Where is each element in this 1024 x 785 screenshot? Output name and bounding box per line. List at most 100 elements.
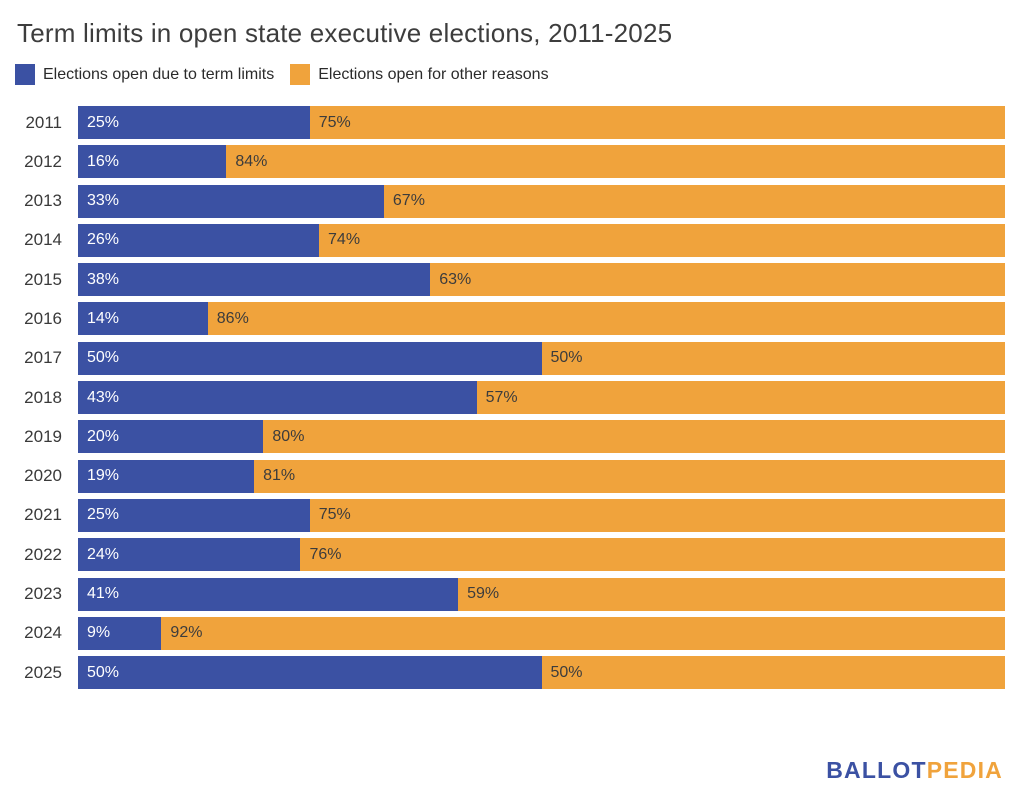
bar-track: 16% 84% [78,145,1005,179]
year-label-2016: 2016 [24,308,62,328]
bar-segment-other-reasons: 92% [161,616,1005,650]
value-label-term-limits: 14% [87,309,120,327]
chart-row-2020: 2020 19% 81% [0,459,1024,493]
bar-track: 33% 67% [78,184,1005,218]
chart-row-2011: 2011 25% 75% [0,106,1024,139]
legend-label-other-reasons: Elections open for other reasons [318,65,549,83]
bar-segment-term-limits: 19% [78,459,255,493]
bar-track: 50% 50% [78,656,1005,690]
bar-segment-other-reasons: 75% [309,498,1005,532]
bar-track: 43% 57% [78,381,1005,415]
value-label-other-reasons: 75% [318,113,351,131]
chart-row-2023: 2023 41% 59% [0,577,1024,611]
year-label-2018: 2018 [24,387,62,407]
bar-segment-term-limits: 26% [78,223,320,257]
value-label-term-limits: 41% [87,585,120,603]
bar-segment-term-limits: 16% [78,145,227,179]
bar-segment-other-reasons: 63% [430,263,1005,297]
bar-segment-other-reasons: 86% [207,302,1005,336]
legend-item-term-limits: Elections open due to term limits [15,64,274,85]
bar-segment-term-limits: 9% [78,616,162,650]
year-label-2012: 2012 [24,151,62,171]
bar-segment-other-reasons: 59% [458,577,1005,611]
bar-segment-term-limits: 50% [78,656,542,690]
bar-segment-other-reasons: 80% [263,420,1005,454]
year-label-2013: 2013 [24,191,62,211]
bar-segment-other-reasons: 74% [319,223,1005,257]
chart-row-2022: 2022 24% 76% [0,538,1024,572]
chart-row-2015: 2015 38% 63% [0,263,1024,297]
value-label-other-reasons: 50% [550,349,583,367]
value-label-term-limits: 20% [87,427,120,445]
year-label-2015: 2015 [24,269,62,289]
bar-track: 14% 86% [78,302,1005,336]
year-label-2024: 2024 [24,623,62,643]
bar-segment-term-limits: 25% [78,106,310,139]
legend: Elections open due to term limits Electi… [15,64,1024,85]
bar-segment-term-limits: 20% [78,420,264,454]
bar-track: 50% 50% [78,341,1005,375]
value-label-other-reasons: 84% [235,152,268,170]
bar-track: 25% 75% [78,498,1005,532]
value-label-term-limits: 16% [87,152,120,170]
value-label-term-limits: 33% [87,192,120,210]
bar-segment-term-limits: 38% [78,263,431,297]
value-label-other-reasons: 57% [485,388,518,406]
bar-segment-term-limits: 24% [78,538,301,572]
logo-text-ballot: BALLOT [826,757,927,783]
value-label-term-limits: 50% [87,663,120,681]
chart-row-2021: 2021 25% 75% [0,498,1024,532]
bar-segment-other-reasons: 67% [383,184,1005,218]
value-label-other-reasons: 74% [328,231,361,249]
bar-segment-other-reasons: 50% [541,341,1005,375]
bar-segment-other-reasons: 84% [226,145,1005,179]
value-label-term-limits: 50% [87,349,120,367]
bar-track: 41% 59% [78,577,1005,611]
legend-swatch-blue [15,64,35,85]
value-label-other-reasons: 63% [439,270,472,288]
bar-track: 9% 92% [78,616,1005,650]
value-label-term-limits: 38% [87,270,120,288]
ballotpedia-logo: BALLOTPEDIA [826,757,1003,784]
value-label-term-limits: 24% [87,545,120,563]
chart-row-2024: 2024 9% 92% [0,616,1024,650]
chart-row-2016: 2016 14% 86% [0,302,1024,336]
stacked-bar-chart: 2011 25% 75% 2012 16% 84% 2013 33% 67% 2014 26% 74%… [0,106,1024,690]
value-label-other-reasons: 59% [467,585,500,603]
chart-row-2012: 2012 16% 84% [0,145,1024,179]
value-label-other-reasons: 76% [309,545,342,563]
value-label-term-limits: 9% [87,624,111,642]
value-label-other-reasons: 67% [392,192,425,210]
bar-segment-other-reasons: 50% [541,656,1005,690]
value-label-term-limits: 25% [87,113,120,131]
chart-row-2014: 2014 26% 74% [0,223,1024,257]
legend-item-other-reasons: Elections open for other reasons [290,64,549,85]
bar-track: 25% 75% [78,106,1005,139]
value-label-other-reasons: 50% [550,663,583,681]
chart-title: Term limits in open state executive elec… [17,18,673,48]
value-label-term-limits: 19% [87,467,120,485]
bar-track: 38% 63% [78,263,1005,297]
chart-row-2013: 2013 33% 67% [0,184,1024,218]
chart-row-2018: 2018 43% 57% [0,381,1024,415]
value-label-term-limits: 25% [87,506,120,524]
year-label-2021: 2021 [24,505,62,525]
value-label-term-limits: 43% [87,388,120,406]
logo-text-pedia: PEDIA [926,757,1003,783]
year-label-2014: 2014 [24,230,62,250]
year-label-2022: 2022 [24,544,62,564]
value-label-other-reasons: 80% [272,427,305,445]
bar-segment-term-limits: 43% [78,381,477,415]
bar-track: 19% 81% [78,459,1005,493]
year-label-2011: 2011 [25,112,62,132]
bar-segment-term-limits: 14% [78,302,208,336]
year-label-2019: 2019 [24,426,62,446]
year-label-2025: 2025 [24,662,62,682]
value-label-other-reasons: 86% [216,309,249,327]
value-label-other-reasons: 75% [318,506,351,524]
year-label-2017: 2017 [24,348,62,368]
chart-row-2019: 2019 20% 80% [0,420,1024,454]
legend-label-term-limits: Elections open due to term limits [43,65,275,83]
value-label-other-reasons: 81% [263,467,296,485]
bar-track: 20% 80% [78,420,1005,454]
